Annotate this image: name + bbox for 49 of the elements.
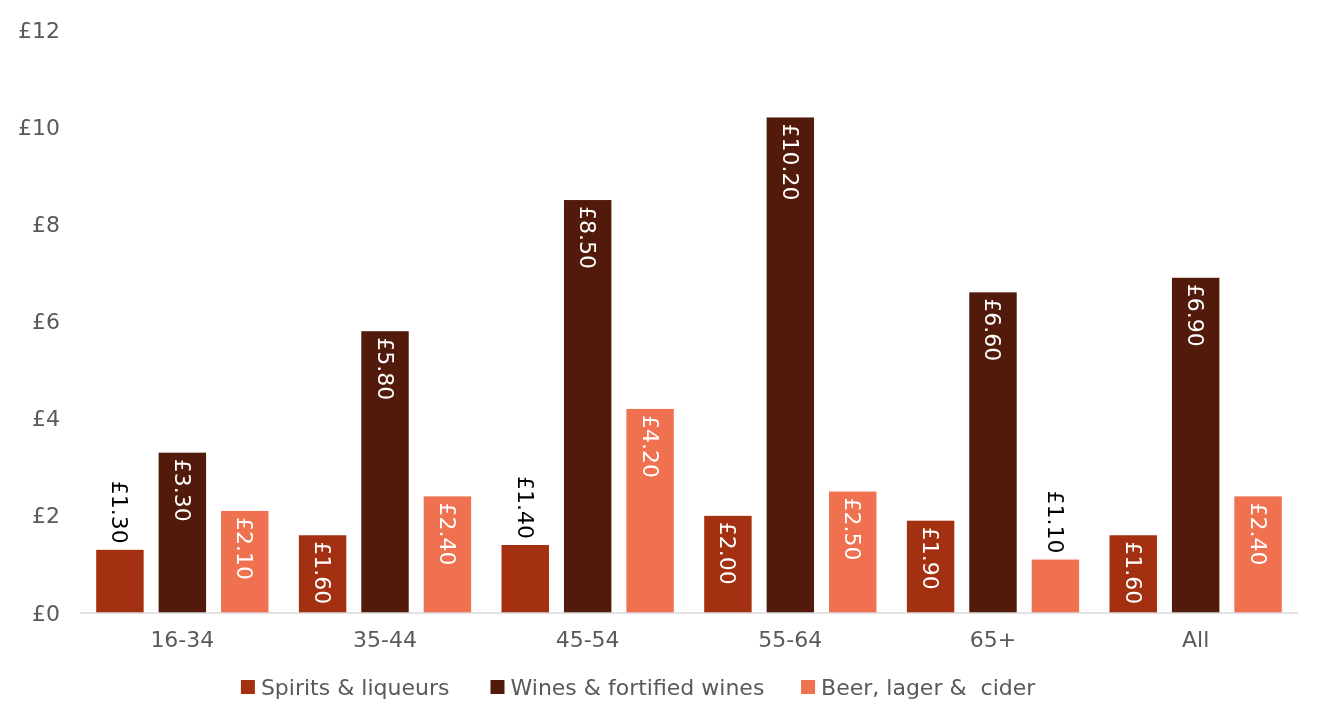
bar xyxy=(829,491,877,613)
data-label: £1.60 xyxy=(1120,541,1146,605)
bar xyxy=(626,408,674,613)
y-tick-label: £4 xyxy=(32,406,60,432)
data-label: £8.50 xyxy=(575,206,601,270)
x-tick-label: 65+ xyxy=(969,627,1017,652)
legend-label: Beer, lager & cider xyxy=(821,674,1037,700)
y-tick-label: £2 xyxy=(32,503,60,529)
bar xyxy=(766,117,815,613)
data-label: £5.80 xyxy=(372,337,398,401)
bar xyxy=(158,452,207,613)
x-tick-label: 45-54 xyxy=(555,627,620,652)
bar xyxy=(501,544,549,613)
data-label: £6.60 xyxy=(980,298,1006,362)
data-label: £6.90 xyxy=(1183,283,1209,347)
data-label: £2.50 xyxy=(840,497,866,561)
data-label: £2.00 xyxy=(715,521,741,585)
x-tick-label: 55-64 xyxy=(758,627,823,652)
bar xyxy=(1171,277,1220,613)
data-label: £1.90 xyxy=(918,526,944,590)
y-tick-label: £0 xyxy=(32,600,60,626)
bar xyxy=(563,200,612,613)
bar xyxy=(969,292,1017,613)
data-label: £2.40 xyxy=(1245,502,1271,566)
data-label: £1.30 xyxy=(107,480,133,544)
data-label: £1.60 xyxy=(310,541,336,605)
legend-label: Spirits & liqueurs xyxy=(260,674,450,700)
y-tick-label: £10 xyxy=(18,114,60,140)
data-label: £3.30 xyxy=(169,458,195,522)
bar xyxy=(1031,559,1080,613)
bar xyxy=(361,331,409,613)
bar xyxy=(423,496,472,613)
x-tick-label: All xyxy=(1182,627,1210,652)
bar xyxy=(1234,496,1282,613)
y-tick-label: £8 xyxy=(32,211,60,237)
bar xyxy=(221,510,269,613)
data-label: £2.40 xyxy=(434,502,460,566)
data-label: £4.20 xyxy=(637,414,663,478)
y-tick-label: £6 xyxy=(32,309,60,334)
legend-label: Wines & fortified wines xyxy=(510,674,765,700)
data-label: £10.20 xyxy=(777,123,803,201)
data-label: £2.10 xyxy=(232,516,258,580)
bar xyxy=(704,515,752,613)
x-tick-label: 16-34 xyxy=(150,627,215,652)
data-label: £1.10 xyxy=(1042,490,1068,554)
x-tick-label: 35-44 xyxy=(353,627,417,652)
bar xyxy=(96,549,144,613)
data-label: £1.40 xyxy=(512,476,538,539)
y-tick-label: £12 xyxy=(18,17,60,43)
